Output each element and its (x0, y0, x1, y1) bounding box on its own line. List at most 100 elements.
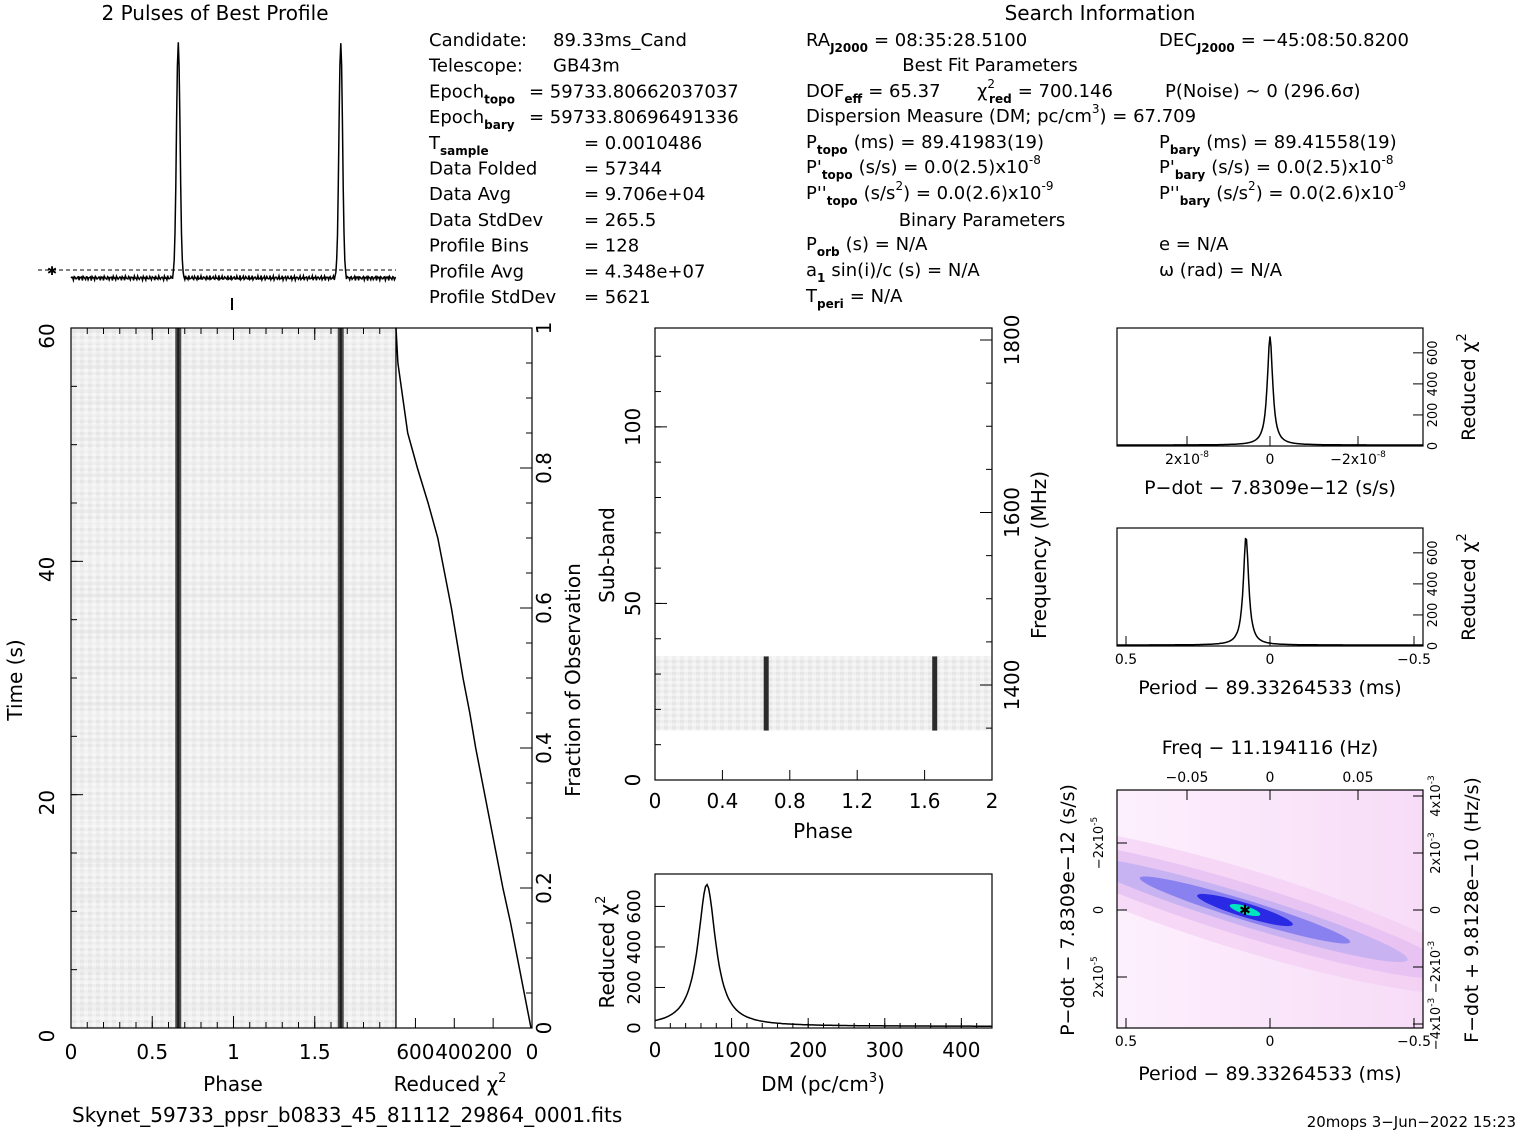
subband-ytick-label: 0 (621, 774, 645, 787)
pdot-curve (1117, 336, 1423, 446)
subband-xtick-label: 1.6 (909, 789, 941, 813)
time-phase-noise-row (71, 955, 396, 960)
a1-row-label: a (806, 260, 817, 281)
time-phase-xtick-label: 1 (227, 1040, 240, 1064)
pbary-row: Pbary (ms) = 89.41558(19) (1159, 132, 1397, 157)
p-pdot-ytick-right-mantissa: 4x10 (1429, 784, 1444, 817)
dec-row: DECJ2000 = −45:08:50.8200 (1159, 30, 1409, 55)
subband-ylabel-right: Frequency (MHz) (1027, 471, 1051, 639)
time-phase-noise-row (71, 871, 396, 876)
subband-ytick-label: 50 (621, 591, 645, 616)
dof-row-label: DOF (806, 81, 844, 102)
peak-xtick-exp: -8 (1200, 450, 1209, 460)
dm-xlabel: DM (pc/cm3) (761, 1071, 885, 1096)
time-phase-noise-row (71, 629, 396, 634)
pddtopo-row-sup: 2 (895, 179, 903, 193)
pddtopo-row-sub: topo (827, 194, 858, 208)
info-left-sub: topo (484, 92, 515, 106)
pdbary-row-exp: -8 (1382, 153, 1394, 167)
subband-stripes (763, 656, 938, 731)
dm-ticks: 0 100 200 300 400 0 200 400 600 (624, 889, 980, 1062)
time-chi2-xtick-label: 400 (435, 1040, 473, 1064)
pdtopo-row: P'topo (s/s) = 0.0(2.5)x10-8 (806, 153, 1041, 182)
porb-row: Porb (s) = N/A (806, 234, 928, 259)
info-left-label: Profile Avg (429, 261, 524, 282)
info-left-row-6: Data Avg = 9.706e+04 (429, 184, 705, 205)
peak-xtick-mantissa: 0.5 (1115, 652, 1137, 668)
time-phase-noise-row (71, 569, 396, 574)
peak-xtick-label: 0 (1266, 652, 1275, 668)
peak-xtick-label: 2x10-8 (1165, 450, 1209, 468)
time-phase-ytick-label: 20 (35, 790, 59, 815)
info-left-label: Epoch (429, 107, 484, 128)
p-pdot-ylabel-right: F−dot + 9.8128e−10 (Hz/s) (1461, 777, 1483, 1043)
time-phase-ytick-label: 60 (35, 323, 59, 348)
pddbary-row-sub: bary (1180, 194, 1211, 208)
p-pdot-ytick-label: −2x10-5 (1090, 817, 1107, 869)
profile-plot: ✱ (38, 42, 397, 310)
peak-xtick-mantissa: −2x10 (1330, 452, 1377, 468)
pddtopo-row-tail: ) = 0.0(2.6)x10 (903, 183, 1041, 204)
dm-frame (654, 873, 993, 1029)
time-phase-noise-row (71, 1003, 396, 1008)
period-frame (1116, 527, 1424, 647)
time-phase-noise-row (71, 496, 396, 501)
time-phase-noise-row (71, 352, 396, 357)
time-phase-xtick-label: 1.5 (299, 1040, 331, 1064)
p-pdot-top-tick-label: 0.05 (1342, 770, 1373, 786)
info-left-row-2: Epochtopo = 59733.80662037037 (429, 81, 739, 106)
pdbary-row: P'bary (s/s) = 0.0(2.5)x10-8 (1159, 153, 1393, 182)
peak-xtick-label: 0.5 (1115, 652, 1137, 668)
tperi-row-sub: peri (817, 297, 844, 311)
subband-ytick-right-label: 1600 (1000, 487, 1024, 538)
dof-row: DOFeff = 65.37 (806, 81, 941, 106)
peak-xtick-label: −0.5 (1397, 652, 1431, 668)
info-left-value: GB43m (553, 56, 620, 77)
subband-frame (654, 327, 993, 781)
pbary-row-label: P (1159, 132, 1170, 153)
time-phase-noise-row (71, 919, 396, 924)
time-chi2-ylabel-right: Fraction of Observation (561, 563, 585, 797)
chi2-label: χ (977, 81, 987, 102)
p-pdot-ytick-right-mantissa: 0 (1429, 906, 1444, 914)
pddbary-row-value: (s/s (1216, 183, 1248, 204)
info-left-label: Data Avg (429, 184, 511, 205)
info-left-row-1: Telescope: GB43m (428, 56, 620, 77)
subband-xtick-label: 0 (649, 789, 662, 813)
subband-phase-plot: 0 0.4 0.8 1.2 1.6 2 0 50 100 1400 1600 1800 Phase S… (595, 315, 1051, 843)
time-phase-noise-row (71, 702, 396, 707)
a1-row-sub: 1 (817, 271, 825, 285)
p-pdot-ylabel: P−dot − 7.8309e−12 (s/s) (1057, 784, 1079, 1036)
time-chi2-ytick-label: 1 (532, 322, 556, 335)
tperi-row-label: T (805, 286, 818, 307)
info-left-value: = 57344 (584, 159, 662, 180)
subband-xtick-label: 0.8 (774, 789, 806, 813)
dm-ytick-label: 600 (624, 889, 645, 923)
ecc-text: e = N/A (1159, 234, 1229, 255)
dm-row: Dispersion Measure (DM; pc/cm3) = 67.709 (806, 102, 1196, 127)
peak-xtick-exp: -8 (1377, 450, 1386, 460)
porb-row-value: (s) = N/A (846, 234, 928, 255)
info-left-sub: sample (440, 144, 489, 158)
pbary-row-value: (ms) = 89.41558(19) (1206, 132, 1396, 153)
time-phase-noise-row (71, 448, 396, 453)
pdbary-row-value: (s/s) = 0.0(2.5)x10 (1211, 157, 1381, 178)
p-pdot-ytick-label: 0 (1092, 906, 1107, 914)
time-phase-noise-row (71, 678, 396, 682)
pdtopo-row-value: (s/s) = 0.0(2.5)x10 (859, 157, 1029, 178)
period-ticks: 0.5 0 −0.5 0 200 400 600 (1115, 540, 1441, 668)
p-pdot-xtick-label: 0 (1266, 1034, 1275, 1050)
info-left-label: Candidate: (429, 30, 527, 51)
tperi-row-value: = N/A (850, 286, 903, 307)
time-chi2-curve (395, 327, 532, 1029)
p-pdot-ytick-mantissa: 2x10 (1092, 965, 1107, 998)
chi2-sub: red (989, 92, 1012, 106)
subband-ticks: 0 0.4 0.8 1.2 1.6 2 0 50 100 1400 1600 1800 (621, 315, 1024, 813)
info-left-value: = 0.0010486 (584, 133, 702, 154)
peak-xtick-label: 0 (1266, 452, 1275, 468)
subband-ylabel: Sub-band (595, 507, 619, 603)
time-phase-noise-row (71, 750, 396, 755)
time-phase-xlabel: Phase (203, 1072, 263, 1096)
